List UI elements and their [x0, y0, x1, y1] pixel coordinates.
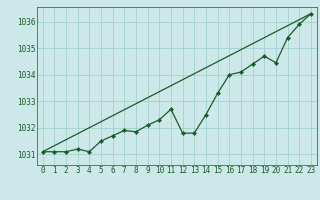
Text: Graphe pression niveau de la mer (hPa): Graphe pression niveau de la mer (hPa): [48, 185, 272, 195]
